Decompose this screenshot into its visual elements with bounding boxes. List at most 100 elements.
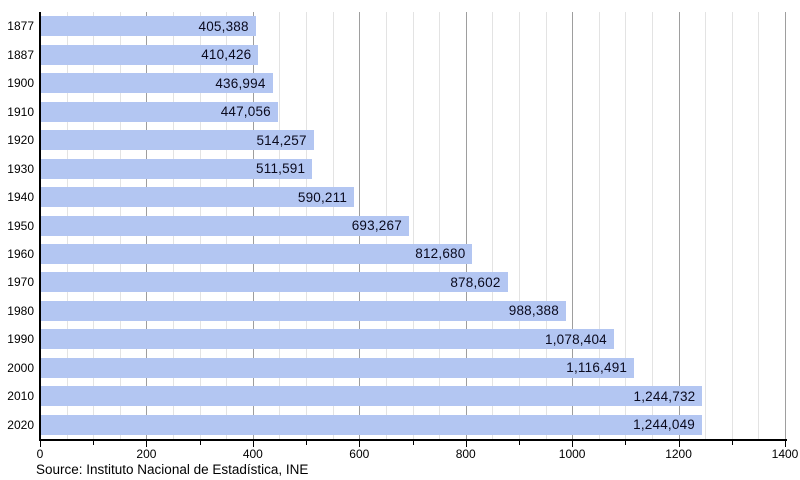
bar-value-label: 878,602 [450,274,501,290]
bar: 1,244,732 [40,386,703,407]
minor-grid-line [731,12,733,439]
bar-row: 1887 410,426 [7,40,785,68]
x-tick-label: 800 [455,447,476,461]
bar: 590,211 [40,187,355,208]
bar: 511,591 [40,158,313,179]
bar: 878,602 [40,272,508,293]
x-major-tick [252,441,254,447]
x-tick-label: 1200 [665,447,692,461]
minor-grid-line [545,12,547,439]
bar: 1,116,491 [40,357,635,378]
bar-value-label: 988,388 [508,303,559,319]
source-label: Source: Instituto Nacional de Estadístic… [36,462,309,477]
x-minor-tick [199,441,201,445]
bar-row: 2010 1,244,732 [7,382,785,410]
y-axis-line [39,12,41,441]
minor-grid-line [705,12,707,439]
minor-grid-line [492,12,494,439]
x-major-tick [572,441,574,447]
major-grid-line [465,12,467,439]
bar-row: 1910 447,056 [7,97,785,125]
y-tick-label: 1887 [7,47,34,62]
bar-value-label: 1,116,491 [566,360,628,376]
x-tick-label: 1000 [558,447,586,461]
x-major-tick [40,441,41,447]
bar-value-label: 1,244,049 [633,417,695,433]
bar-value-label: 812,680 [415,246,466,262]
bar-row: 1930 511,591 [7,154,785,182]
y-tick-label: 1930 [7,161,34,176]
plot-area: 1877 405,388 1887 410,426 1900 436,994 1910 447… [7,12,786,439]
minor-grid-line [439,12,441,439]
minor-grid-line [625,12,627,439]
bar: 514,257 [40,130,314,151]
bar: 812,680 [40,243,473,264]
bar-row: 1970 878,602 [7,268,785,296]
bar-value-label: 1,244,732 [633,388,696,404]
bar-row: 1960 812,680 [7,240,785,268]
bar-row: 2020 1,244,049 [7,411,785,439]
x-minor-tick [518,441,520,445]
bar-value-label: 410,426 [201,47,252,63]
y-tick-label: 1990 [7,332,34,347]
bar-row: 1940 590,211 [7,183,785,211]
major-grid-line [678,12,680,439]
bar-row: 1920 514,257 [7,126,785,154]
bar: 447,056 [40,101,278,122]
bar-row: 1877 405,388 [7,12,785,40]
major-grid-line [572,12,574,439]
bar-value-label: 514,257 [256,132,307,148]
bar-row: 1950 693,267 [7,211,785,239]
x-minor-tick [306,441,308,445]
bar-value-label: 1,078,404 [545,331,607,347]
bar: 988,388 [40,300,566,321]
x-major-tick [359,441,361,447]
x-tick-label: 200 [136,447,157,461]
y-tick-label: 1940 [7,190,34,205]
x-major-tick [785,441,786,447]
bar: 436,994 [40,73,273,94]
x-minor-tick [93,441,95,445]
bar-value-label: 447,056 [220,104,271,120]
minor-grid-line [758,12,760,439]
y-tick-label: 1970 [7,275,34,290]
y-tick-label: 1980 [7,303,34,318]
y-tick-label: 2010 [7,389,34,404]
x-tick-label: 0 [36,447,44,461]
x-major-tick [146,441,148,447]
x-major-tick [465,441,467,447]
y-tick-label: 1960 [7,246,34,261]
bar: 1,078,404 [40,329,614,350]
bar-row: 1990 1,078,404 [7,325,785,353]
bar-value-label: 590,211 [297,189,348,205]
minor-grid-line [598,12,600,439]
bar-value-label: 436,994 [215,75,266,91]
minor-grid-line [518,12,520,439]
y-tick-label: 1910 [7,104,34,119]
bar: 693,267 [40,215,409,236]
bar: 1,244,049 [40,414,702,435]
minor-grid-line [412,12,414,439]
minor-grid-line [651,12,653,439]
bar-value-label: 511,591 [256,161,306,177]
bar: 405,388 [40,16,256,37]
x-axis-line [39,439,787,441]
x-minor-tick [412,441,414,445]
bar-row: 2000 1,116,491 [7,354,785,382]
x-tick-label: 400 [242,447,263,461]
y-tick-label: 1950 [7,218,34,233]
x-major-tick [678,441,680,447]
x-tick-label: 1400 [771,447,799,461]
y-tick-label: 1877 [7,19,34,34]
bar-row: 1980 988,388 [7,297,785,325]
bar: 410,426 [40,44,259,65]
y-tick-label: 2000 [7,360,34,375]
x-minor-tick [625,441,627,445]
bar-value-label: 693,267 [351,218,402,234]
x-minor-tick [731,441,733,445]
bar-row: 1900 436,994 [7,69,785,97]
bar-value-label: 405,388 [198,18,249,34]
y-tick-label: 1920 [7,133,34,148]
y-tick-label: 2020 [7,417,34,432]
major-grid-line [785,12,786,439]
